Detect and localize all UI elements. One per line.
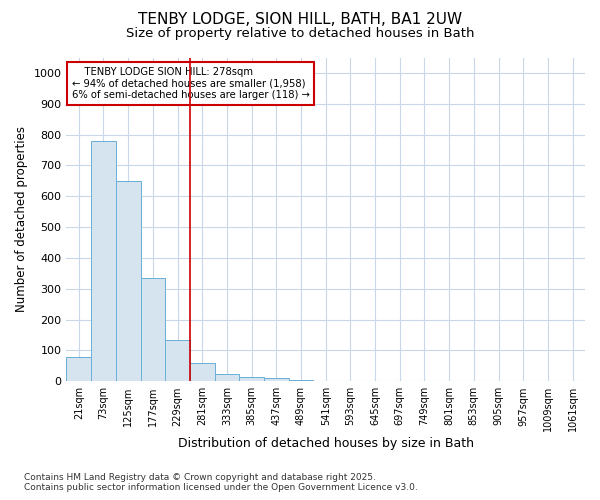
X-axis label: Distribution of detached houses by size in Bath: Distribution of detached houses by size … [178,437,474,450]
Text: Contains HM Land Registry data © Crown copyright and database right 2025.
Contai: Contains HM Land Registry data © Crown c… [24,473,418,492]
Text: TENBY LODGE SION HILL: 278sqm
← 94% of detached houses are smaller (1,958)
6% of: TENBY LODGE SION HILL: 278sqm ← 94% of d… [71,67,310,100]
Bar [215,374,239,382]
Bar [116,182,140,382]
Bar [190,364,215,382]
Text: Size of property relative to detached houses in Bath: Size of property relative to detached ho… [126,28,474,40]
Bar [289,380,313,382]
Bar [264,378,289,382]
Bar [165,340,190,382]
Bar [239,376,264,382]
Bar [140,278,165,382]
Bar [91,141,116,382]
Text: TENBY LODGE, SION HILL, BATH, BA1 2UW: TENBY LODGE, SION HILL, BATH, BA1 2UW [138,12,462,28]
Y-axis label: Number of detached properties: Number of detached properties [15,126,28,312]
Bar [67,356,91,382]
